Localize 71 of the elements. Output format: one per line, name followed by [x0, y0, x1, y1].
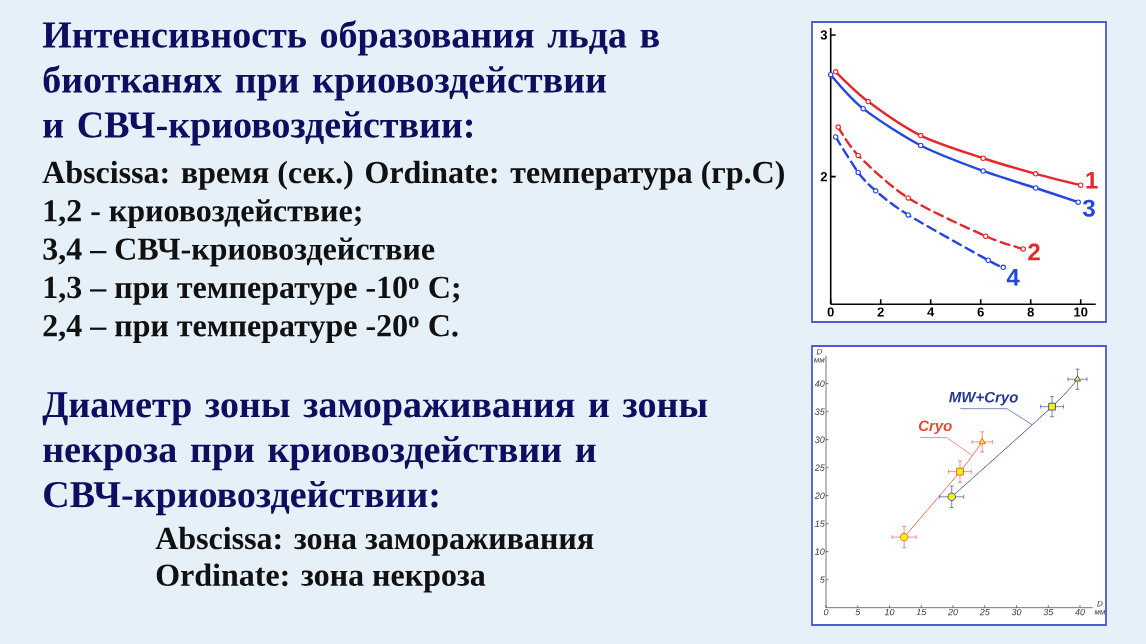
x-tick-label: 25 [979, 608, 990, 616]
point [865, 98, 871, 105]
point [956, 467, 964, 476]
series-label: 2 [1028, 243, 1040, 261]
point [1020, 246, 1026, 252]
point [980, 155, 986, 161]
point [1000, 264, 1006, 271]
x-tick-label: 40 [1075, 608, 1085, 616]
point [832, 69, 839, 75]
point [1075, 199, 1081, 205]
x-tick-label: 5 [855, 608, 861, 616]
series-label: 3 [1082, 199, 1095, 217]
point [860, 105, 866, 112]
y-tick-label: 5 [820, 576, 825, 583]
y-tick-label: 30 [815, 436, 825, 443]
x-tick-label: 0 [827, 307, 834, 317]
y-tick-label: 15 [815, 520, 825, 527]
x-tick-label: 15 [916, 608, 927, 616]
point [1048, 402, 1056, 411]
y-tick-label: 2 [820, 172, 827, 182]
y-tick-label: 25 [814, 464, 825, 471]
series-label: 4 [1006, 269, 1020, 286]
point [905, 195, 911, 201]
y-tick-label: 35 [815, 408, 825, 415]
x-tick-label: 6 [977, 307, 984, 317]
point [872, 188, 879, 194]
x-axis-title: D мм [1094, 600, 1106, 615]
point [947, 492, 956, 502]
y-axis-title: D мм [813, 348, 825, 363]
y-tick-label: 40 [814, 380, 825, 387]
y-tick-label: 3 [820, 30, 828, 40]
x-tick-label: 0 [823, 608, 829, 616]
text: 2,4 – при температуре -20$^{o}$ C. [43, 314, 458, 344]
point [827, 71, 834, 78]
point [905, 212, 911, 218]
point [1073, 375, 1081, 382]
text: Abscissa: зона замораживания [155, 526, 594, 556]
x-tick-label: 10 [884, 608, 895, 616]
point [835, 124, 841, 130]
x-tick-label: 30 [1011, 608, 1022, 616]
series-label: MW+Cryo [949, 391, 1018, 406]
point [917, 142, 924, 149]
series-label: Cryo [918, 420, 952, 435]
y-tick-label: 10 [815, 548, 825, 555]
x-tick-label: 10 [1074, 307, 1088, 317]
series-label: 1 [1086, 171, 1098, 189]
point [1032, 171, 1039, 177]
point [899, 532, 909, 542]
x-tick-label: 20 [947, 608, 958, 616]
point [1032, 185, 1039, 191]
text: Ordinate: зона некроза [156, 563, 486, 593]
point [982, 233, 989, 239]
point [980, 168, 986, 174]
x-tick-label: 8 [1027, 307, 1034, 317]
point [832, 134, 839, 140]
point [985, 257, 991, 264]
text: Интенсивность образования льда в биотканях при криовоздействии и СВЧ-криовоздействии: [42, 20, 659, 146]
text: Abscissa: время (сек.) Ordinate: температура (гр.С) [42, 160, 784, 190]
point [855, 169, 861, 176]
x-tick-label: 35 [1043, 608, 1054, 616]
x-tick-label: 2 [877, 307, 884, 317]
text: Диаметр зоны замораживания и зоны некроза при криовоздействии и СВЧ-криовоздействии: [42, 392, 708, 516]
point [1077, 182, 1084, 188]
text: 1,3 – при температуре -10$^{o}$ C; [44, 276, 459, 305]
point [855, 152, 861, 159]
text: 3,4 – СВЧ-криовоздействие [43, 237, 435, 267]
point [978, 437, 986, 445]
point [917, 132, 924, 139]
x-tick-label: 4 [927, 307, 935, 317]
text: 1,2 - криовоздействие; [44, 199, 361, 229]
y-tick-label: 20 [814, 492, 825, 499]
